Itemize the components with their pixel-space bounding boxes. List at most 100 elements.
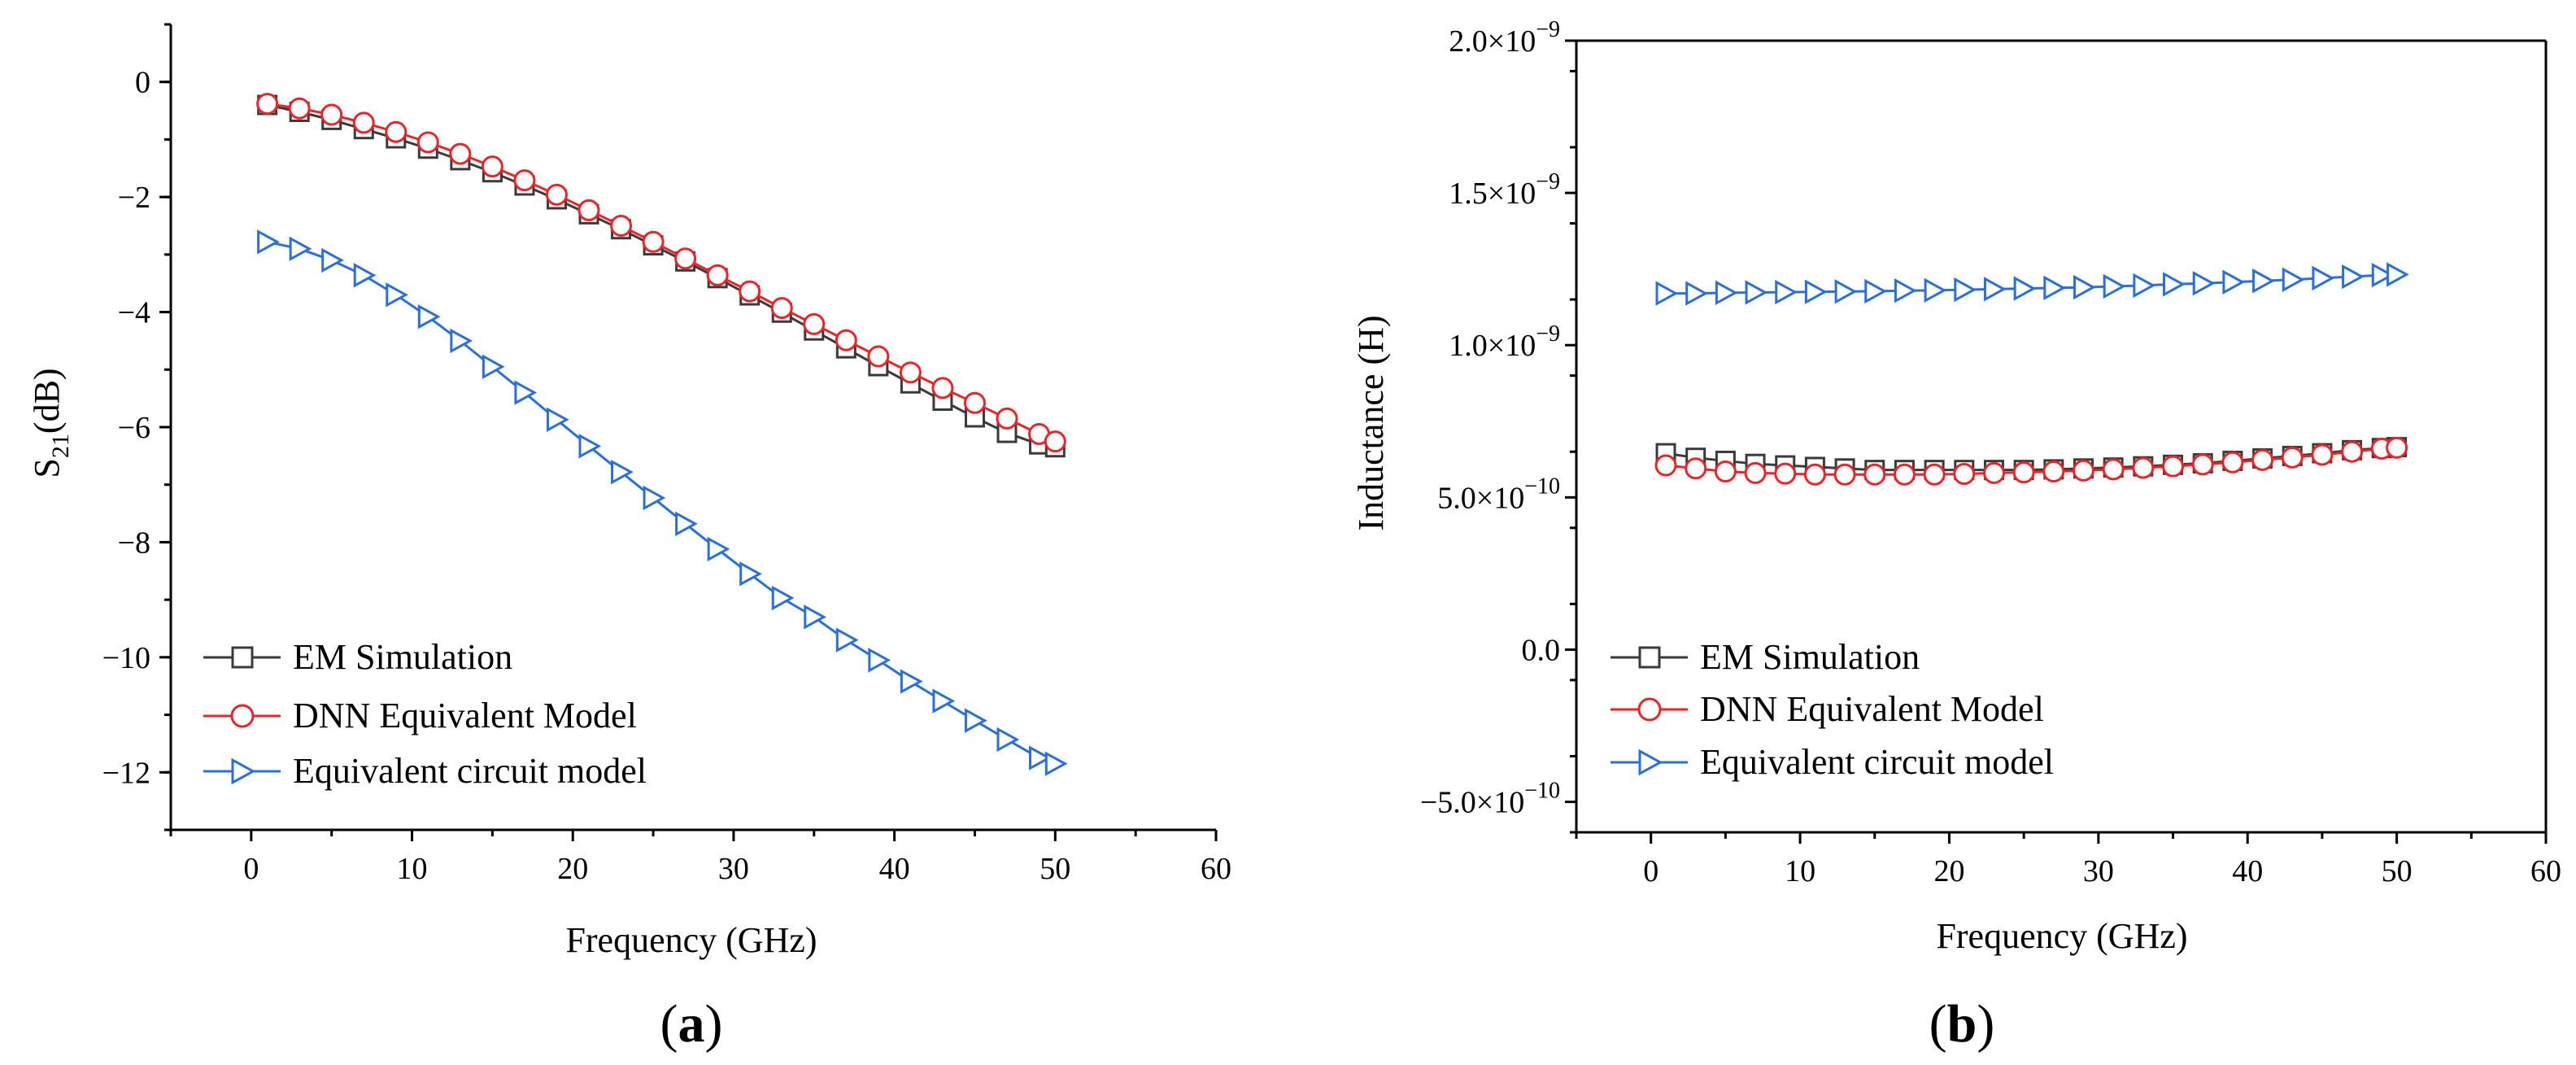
chart-b-point-equivalent-circuit-model bbox=[1775, 279, 1798, 305]
chart-a-point-dnn-equivalent-model bbox=[867, 345, 890, 368]
chart-b-point-equivalent-circuit-model bbox=[1864, 278, 1887, 304]
chart-a-y-tick-label: −6 bbox=[118, 411, 150, 445]
chart-b-x-tick-label: 60 bbox=[2530, 854, 2561, 888]
chart-a-point-dnn-equivalent-model bbox=[385, 120, 408, 143]
chart-b-point-dnn-equivalent-model bbox=[2102, 458, 2125, 481]
chart-a-point-dnn-equivalent-model bbox=[803, 312, 826, 335]
panel-label-a: (a) bbox=[660, 994, 723, 1054]
chart-a-point-dnn-equivalent-model bbox=[545, 183, 568, 206]
chart-a-y-tick-label: −10 bbox=[102, 641, 150, 675]
chart-a-point-equivalent-circuit-model bbox=[514, 380, 538, 405]
chart-a-point-dnn-equivalent-model bbox=[320, 103, 343, 126]
chart-a-point-dnn-equivalent-model bbox=[610, 215, 633, 237]
chart-a-point-equivalent-circuit-model bbox=[804, 605, 826, 630]
chart-a-legend-marker-dnn-equivalent-model bbox=[230, 704, 255, 728]
chart-b-point-equivalent-circuit-model bbox=[1834, 279, 1858, 304]
chart-a-point-dnn-equivalent-model bbox=[835, 329, 857, 351]
chart-b-x-tick-label: 30 bbox=[2083, 854, 2114, 888]
chart-b-legend-marker-em-simulation bbox=[1638, 646, 1661, 669]
chart-a-point-equivalent-circuit-model bbox=[1029, 745, 1052, 770]
chart-b-point-equivalent-circuit-model bbox=[2073, 274, 2096, 300]
chart-a-point-dnn-equivalent-model bbox=[513, 169, 536, 192]
chart-a-x-tick-label: 50 bbox=[1040, 852, 1070, 886]
chart-a-x-tick-label: 30 bbox=[718, 852, 749, 886]
chart-b-point-equivalent-circuit-model bbox=[2342, 264, 2365, 290]
chart-b: 0 10 20 30 40 50 60 2.0×10−9 1.5×10−9 1.0×10−9 5.0… bbox=[1351, 17, 2561, 1054]
chart-b-point-dnn-equivalent-model bbox=[1803, 463, 1826, 486]
chart-a-y-tick-label: −4 bbox=[118, 296, 150, 330]
chart-b-point-equivalent-circuit-model bbox=[2312, 265, 2335, 291]
chart-a-point-equivalent-circuit-model bbox=[739, 561, 762, 587]
chart-a-point-dnn-equivalent-model bbox=[642, 230, 665, 253]
chart-a-point-dnn-equivalent-model bbox=[706, 264, 729, 286]
chart-b-point-dnn-equivalent-model bbox=[2386, 436, 2408, 459]
chart-a-y-tick-label: −2 bbox=[118, 181, 150, 215]
chart-a-point-dnn-equivalent-model bbox=[674, 247, 697, 270]
chart-a-point-equivalent-circuit-model bbox=[932, 688, 956, 714]
chart-b-point-equivalent-circuit-model bbox=[2103, 273, 2126, 299]
chart-b-point-dnn-equivalent-model bbox=[1685, 457, 1707, 480]
chart-b-point-dnn-equivalent-model bbox=[1982, 461, 2005, 484]
chart-a-point-equivalent-circuit-model bbox=[482, 354, 505, 379]
chart-a-point-equivalent-circuit-model bbox=[964, 708, 987, 733]
chart-a-series-line-equivalent-circuit-model bbox=[267, 240, 1056, 766]
chart-b-point-dnn-equivalent-model bbox=[1714, 460, 1737, 483]
chart-b-point-dnn-equivalent-model bbox=[2073, 459, 2095, 482]
chart-b-point-dnn-equivalent-model bbox=[2311, 443, 2334, 466]
chart-a-point-dnn-equivalent-model bbox=[963, 391, 986, 414]
chart-a-point-dnn-equivalent-model bbox=[931, 377, 954, 399]
chart-a-point-dnn-equivalent-model bbox=[899, 361, 922, 384]
chart-b-point-equivalent-circuit-model bbox=[2192, 271, 2216, 296]
chart-b-point-dnn-equivalent-model bbox=[2281, 446, 2304, 469]
chart-b-point-equivalent-circuit-model bbox=[1924, 277, 1947, 303]
chart-a-point-equivalent-circuit-model bbox=[546, 407, 569, 432]
chart-a-x-axis-title: Frequency (GHz) bbox=[565, 920, 817, 960]
chart-b-point-equivalent-circuit-model bbox=[2013, 276, 2037, 301]
chart-a-point-equivalent-circuit-model bbox=[996, 727, 1020, 753]
chart-b-point-equivalent-circuit-model bbox=[2222, 269, 2246, 295]
chart-a-point-equivalent-circuit-model bbox=[643, 485, 666, 511]
chart-b-y-axis-title: Inductance (H) bbox=[1351, 315, 1391, 530]
chart-a-point-dnn-equivalent-model bbox=[481, 155, 503, 178]
chart-a-point-equivalent-circuit-model bbox=[289, 236, 312, 261]
chart-a-legend-label-dnn-equivalent-model: DNN Equivalent Model bbox=[293, 696, 637, 735]
chart-a-point-equivalent-circuit-model bbox=[611, 459, 634, 485]
chart-b-point-dnn-equivalent-model bbox=[1774, 462, 1797, 485]
chart-b-point-dnn-equivalent-model bbox=[2191, 453, 2214, 476]
chart-b-point-equivalent-circuit-model bbox=[2163, 272, 2186, 297]
chart-a-legend-label-em-simulation: EM Simulation bbox=[293, 637, 512, 677]
chart-b-legend-label-equivalent-circuit-model: Equivalent circuit model bbox=[1700, 742, 2054, 782]
chart-a-x-tick-label: 10 bbox=[397, 852, 428, 886]
chart-b-y-tick-label: 5.0×10−10 bbox=[1437, 474, 1560, 515]
chart-a-point-equivalent-circuit-model bbox=[868, 648, 891, 673]
chart-b-legend-marker-dnn-equivalent-model bbox=[1637, 697, 1662, 722]
chart-b-point-dnn-equivalent-model bbox=[2341, 440, 2364, 463]
chart-a-legend-marker-equivalent-circuit-model bbox=[231, 757, 256, 785]
chart-b-point-dnn-equivalent-model bbox=[1863, 463, 1886, 486]
chart-b-x-tick-label: 0 bbox=[1643, 854, 1658, 888]
chart-b-point-dnn-equivalent-model bbox=[2221, 451, 2244, 474]
chart-a-y-axis-title: S21(dB) bbox=[27, 368, 74, 478]
chart-a-point-equivalent-circuit-model bbox=[771, 585, 795, 611]
chart-b-point-dnn-equivalent-model bbox=[2042, 460, 2065, 483]
chart-a-point-equivalent-circuit-model bbox=[707, 536, 730, 562]
chart-a-y-tick-label: −12 bbox=[102, 756, 150, 790]
chart-a-point-dnn-equivalent-model bbox=[449, 142, 472, 165]
chart-a-point-equivalent-circuit-model bbox=[900, 669, 923, 694]
chart-b-point-dnn-equivalent-model bbox=[1744, 461, 1767, 484]
chart-b-point-dnn-equivalent-model bbox=[2251, 448, 2274, 471]
chart-b-point-dnn-equivalent-model bbox=[1953, 463, 1976, 486]
chart-a-point-dnn-equivalent-model bbox=[1044, 430, 1066, 453]
chart-b-point-equivalent-circuit-model bbox=[1983, 277, 2007, 302]
chart-a-x-tick-label: 0 bbox=[243, 852, 259, 886]
panel-label-b: (b) bbox=[1929, 994, 1995, 1054]
chart-b-y-tick-label: 1.5×10−9 bbox=[1449, 169, 1560, 211]
chart-b-y-tick-label: 2.0×10−9 bbox=[1449, 17, 1560, 59]
chart-a-x-tick-label: 40 bbox=[879, 852, 910, 886]
chart-b-point-equivalent-circuit-model bbox=[2133, 273, 2156, 299]
chart-a-point-equivalent-circuit-model bbox=[1044, 751, 1068, 776]
chart-b-point-equivalent-circuit-model bbox=[1804, 279, 1828, 304]
chart-a-point-dnn-equivalent-model bbox=[256, 93, 279, 116]
chart-a-y-tick-label: 0 bbox=[135, 66, 150, 100]
